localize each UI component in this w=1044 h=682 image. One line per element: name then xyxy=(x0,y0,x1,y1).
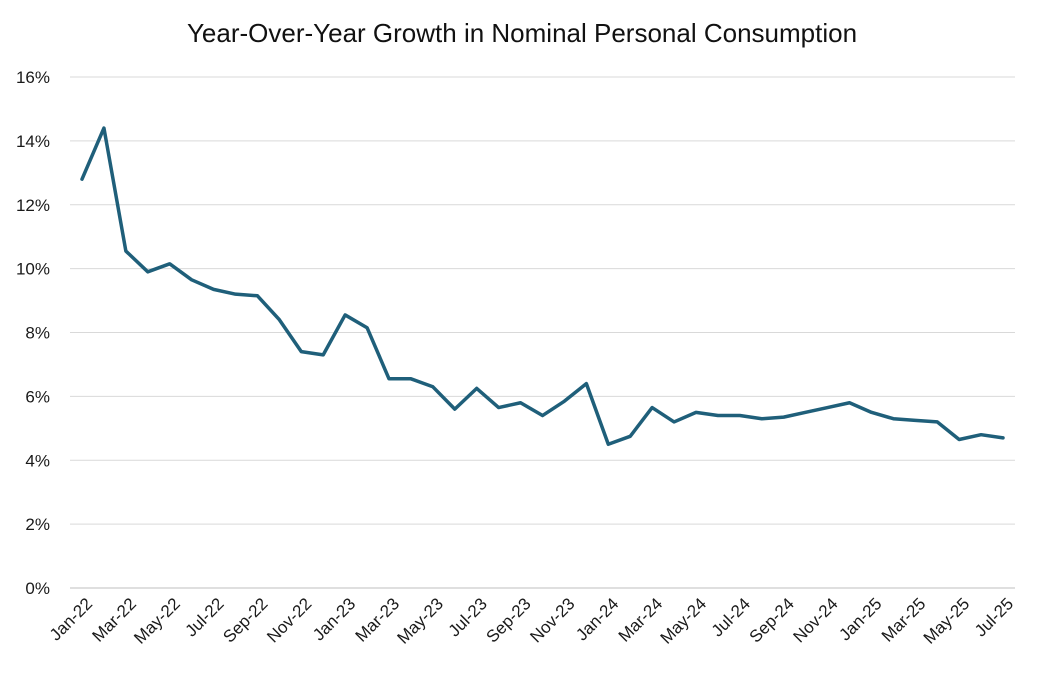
x-tick-label: Jan-24 xyxy=(572,594,622,644)
y-tick-label: 6% xyxy=(25,387,50,406)
x-tick-label: Nov-24 xyxy=(790,594,842,646)
series-layer xyxy=(80,126,1005,447)
y-tick-label: 10% xyxy=(16,260,50,279)
x-tick-label: Jan-25 xyxy=(835,594,885,644)
y-tick-label: 2% xyxy=(25,515,50,534)
x-axis-tick-labels: Jan-22Mar-22May-22Jul-22Sep-22Nov-22Jan-… xyxy=(46,594,1017,648)
x-tick-label: Mar-22 xyxy=(88,594,140,646)
x-tick-label: Sep-22 xyxy=(219,594,271,646)
y-tick-label: 0% xyxy=(25,579,50,598)
x-tick-label: May-25 xyxy=(920,594,974,648)
x-tick-label: May-24 xyxy=(657,594,711,648)
x-tick-label: May-22 xyxy=(130,594,184,648)
x-tick-label: Mar-23 xyxy=(352,594,404,646)
x-tick-label: Mar-25 xyxy=(878,594,930,646)
y-axis-tick-labels: 0% 2% 4% 6% 8% 10% 12% 14% 16% xyxy=(16,68,50,598)
y-tick-label: 16% xyxy=(16,68,50,87)
x-tick-label: Mar-24 xyxy=(615,594,667,646)
x-tick-label: Nov-23 xyxy=(526,594,578,646)
x-tick-label: Sep-23 xyxy=(483,594,535,646)
y-tick-label: 4% xyxy=(25,451,50,470)
y-tick-label: 14% xyxy=(16,132,50,151)
x-tick-label: Jan-22 xyxy=(46,594,96,644)
y-tick-label: 12% xyxy=(16,196,50,215)
chart-title: Year-Over-Year Growth in Nominal Persona… xyxy=(187,18,857,48)
x-tick-label: Jan-23 xyxy=(309,594,359,644)
x-tick-label: Jul-25 xyxy=(971,594,1017,640)
x-tick-label: May-23 xyxy=(393,594,447,648)
gridlines xyxy=(70,76,1015,589)
series-line xyxy=(80,126,1005,447)
x-tick-label: Sep-24 xyxy=(746,594,798,646)
y-tick-label: 8% xyxy=(25,324,50,343)
x-tick-label: Nov-22 xyxy=(263,594,315,646)
